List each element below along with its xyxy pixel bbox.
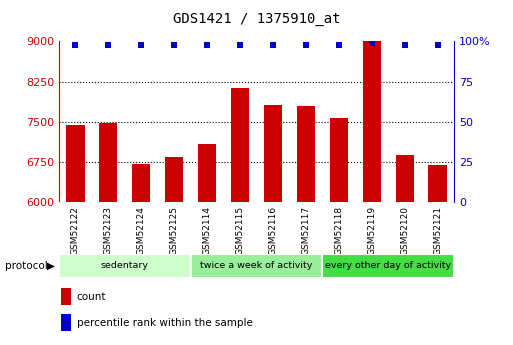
Bar (231, 88, 249, 202)
Text: twice a week of activity: twice a week of activity (200, 261, 313, 270)
Bar (191, 254, 322, 278)
Text: sedentary: sedentary (101, 261, 149, 270)
Text: GSM52116: GSM52116 (268, 206, 278, 255)
Text: GSM52121: GSM52121 (433, 206, 442, 255)
Bar (428, 166, 447, 202)
Text: every other day of activity: every other day of activity (325, 261, 451, 270)
Text: GSM52118: GSM52118 (334, 206, 343, 255)
Text: ▶: ▶ (47, 261, 55, 270)
Bar (61, 314, 71, 331)
Text: GSM52125: GSM52125 (170, 206, 179, 255)
Text: GDS1421 / 1375910_at: GDS1421 / 1375910_at (173, 12, 340, 26)
Bar (198, 144, 216, 202)
Text: GSM52117: GSM52117 (301, 206, 310, 255)
Bar (297, 106, 315, 202)
Text: percentile rank within the sample: percentile rank within the sample (77, 318, 252, 328)
Text: GSM52115: GSM52115 (235, 206, 245, 255)
Text: GSM52119: GSM52119 (367, 206, 376, 255)
Text: GSM52123: GSM52123 (104, 206, 113, 255)
Bar (61, 288, 71, 305)
Bar (264, 105, 282, 202)
Text: protocol: protocol (5, 261, 48, 270)
Bar (100, 123, 117, 202)
Bar (165, 157, 183, 202)
Bar (66, 125, 85, 202)
Text: GSM52114: GSM52114 (203, 206, 212, 255)
Bar (330, 118, 348, 202)
Bar (59, 254, 191, 278)
Text: count: count (77, 292, 106, 302)
Bar (396, 155, 413, 202)
Text: GSM52122: GSM52122 (71, 206, 80, 255)
Text: GSM52124: GSM52124 (137, 206, 146, 255)
Bar (322, 254, 454, 278)
Bar (132, 165, 150, 202)
Text: GSM52120: GSM52120 (400, 206, 409, 255)
Bar (363, 41, 381, 202)
